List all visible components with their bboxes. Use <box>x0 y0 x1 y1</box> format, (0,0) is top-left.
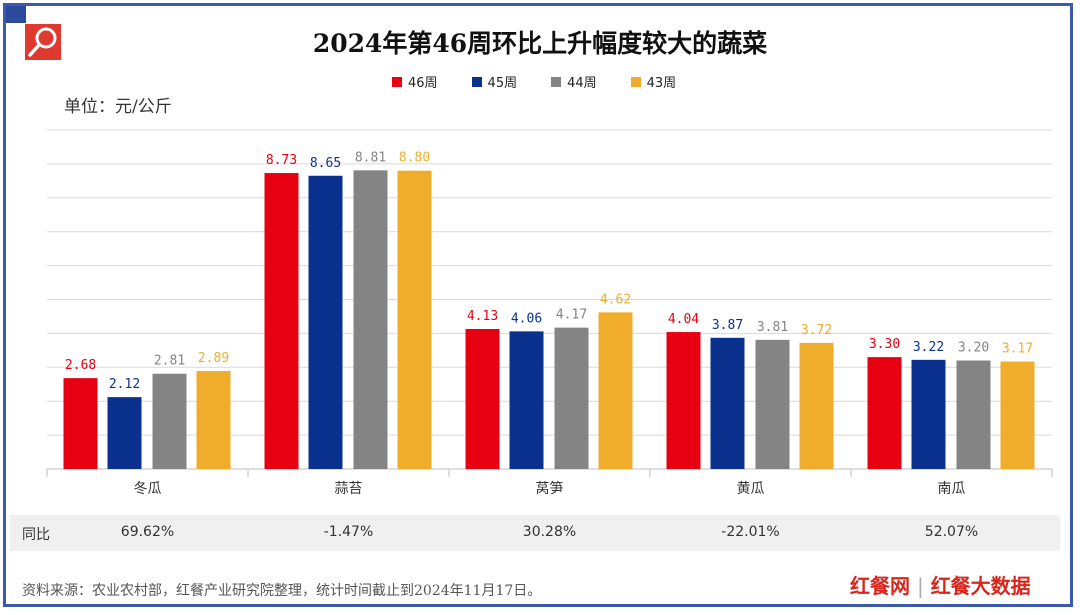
data-label: 8.81 <box>355 150 386 165</box>
frame-border <box>3 3 1073 607</box>
data-label: 3.22 <box>913 340 944 355</box>
yoy-label: 同比 <box>22 527 50 543</box>
bar <box>152 373 187 469</box>
data-label: 2.68 <box>65 358 96 373</box>
legend-label: 45周 <box>487 76 518 91</box>
legend-swatch <box>551 76 562 87</box>
legend-item: 46周 <box>392 72 438 91</box>
brand-name-1: 红餐网 <box>850 574 910 598</box>
yoy-row: 同比 69.62% -1.47% 30.28% -22.01% 52.07% <box>10 515 1060 551</box>
legend-item: 44周 <box>551 72 597 91</box>
yoy-value: -22.01% <box>721 524 780 540</box>
x-tick-label: 莴笋 <box>536 480 564 497</box>
data-label: 2.81 <box>154 354 185 369</box>
legend-swatch <box>630 76 641 87</box>
source-note: 资料来源：农业农村部，红餐产业研究院整理，统计时间截止到2024年11月17日。 <box>22 583 542 599</box>
bar <box>397 170 432 469</box>
data-label: 3.81 <box>757 320 788 335</box>
data-label: 3.72 <box>801 323 832 338</box>
bar <box>867 357 902 469</box>
legend-swatch <box>392 76 402 87</box>
data-label: 3.20 <box>958 341 989 356</box>
bar <box>308 175 343 469</box>
bar <box>799 342 834 469</box>
data-label: 3.17 <box>1002 342 1033 357</box>
bar <box>956 360 991 469</box>
data-label: 8.80 <box>399 151 430 166</box>
x-tick-label: 蒜苔 <box>335 480 363 497</box>
data-label: 4.62 <box>600 292 631 307</box>
magnifier-icon <box>25 24 61 60</box>
bar <box>1000 361 1035 469</box>
data-label: 4.13 <box>467 309 498 324</box>
unit-label: 单位：元/公斤 <box>64 97 172 117</box>
data-label: 2.89 <box>198 351 229 366</box>
data-label: 3.87 <box>712 318 743 333</box>
bar <box>911 359 946 469</box>
data-label: 8.65 <box>310 156 341 171</box>
brand-name-2: 红餐大数据 <box>930 574 1031 598</box>
bar <box>755 339 790 469</box>
corner-decoration <box>6 6 26 23</box>
yoy-value: 52.07% <box>924 524 979 540</box>
bar <box>107 397 142 469</box>
legend: 46周 45周 44周 43周 <box>392 72 676 91</box>
legend-label: 44周 <box>567 76 597 91</box>
bar <box>509 331 544 469</box>
bar <box>465 328 500 469</box>
bar <box>710 337 745 469</box>
legend-label: 43周 <box>646 76 677 91</box>
legend-item: 45周 <box>471 72 518 91</box>
legend-label: 46周 <box>408 76 438 91</box>
chart-title: 2024年第46周环比上升幅度较大的蔬菜 <box>312 29 768 58</box>
yoy-value: -1.47% <box>323 524 374 540</box>
bar <box>264 173 299 470</box>
bar <box>598 312 633 469</box>
brand-logo: 红餐网 | 红餐大数据 <box>850 574 1031 598</box>
data-label: 2.12 <box>109 377 140 392</box>
bar <box>63 378 98 469</box>
bar <box>196 371 231 469</box>
bar <box>353 170 388 469</box>
x-tick-label: 南瓜 <box>938 481 966 497</box>
legend-swatch <box>471 76 482 87</box>
data-label: 4.17 <box>556 308 587 323</box>
data-label: 8.73 <box>266 153 297 168</box>
bar <box>666 332 701 469</box>
bar <box>554 327 589 469</box>
data-label: 4.04 <box>668 312 699 327</box>
yoy-value: 30.28% <box>522 524 577 540</box>
data-label: 4.06 <box>511 311 542 326</box>
x-tick-label: 冬瓜 <box>134 481 162 497</box>
legend-item: 43周 <box>630 72 677 91</box>
data-label: 3.30 <box>869 337 900 352</box>
yoy-value: 69.62% <box>120 524 175 540</box>
x-tick-label: 黄瓜 <box>737 480 765 497</box>
